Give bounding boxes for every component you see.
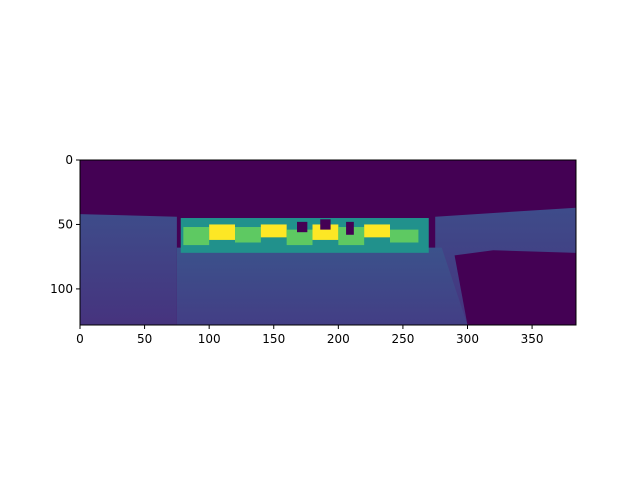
heatmap-region-far-3 bbox=[260, 224, 287, 238]
x-tick-label: 350 bbox=[521, 332, 544, 346]
heatmap-region-far-2 bbox=[235, 227, 261, 243]
heatmap-region-far-1 bbox=[209, 224, 235, 240]
x-tick-label: 150 bbox=[262, 332, 285, 346]
heatmap-region-right-dark-object bbox=[454, 250, 576, 325]
x-tick-label: 0 bbox=[76, 332, 84, 346]
y-tick-label: 50 bbox=[58, 217, 73, 231]
heatmap-image bbox=[80, 160, 576, 325]
x-tick-label: 200 bbox=[327, 332, 350, 346]
x-axis: 0 50 100 150 200 250 300 350 bbox=[76, 325, 544, 346]
x-tick-label: 250 bbox=[391, 332, 414, 346]
heatmap-region-gap-0 bbox=[297, 221, 308, 233]
x-tick-label: 300 bbox=[456, 332, 479, 346]
x-tick-label: 100 bbox=[198, 332, 221, 346]
heatmap-region-left-wall bbox=[80, 214, 177, 325]
plot-frame bbox=[79, 159, 577, 326]
y-axis: 0 50 100 bbox=[50, 153, 80, 296]
heatmap-region-ground bbox=[176, 247, 468, 325]
heatmap-region-far-0 bbox=[183, 227, 210, 246]
heatmap-region-far-6 bbox=[338, 227, 365, 246]
heatmap-region-far-8 bbox=[390, 229, 419, 243]
y-tick-label: 0 bbox=[65, 153, 73, 167]
heatmap-region-far-7 bbox=[364, 224, 390, 238]
heatmap-region-gap-2 bbox=[346, 221, 354, 235]
heatmap-region-far-4 bbox=[286, 229, 313, 246]
heatmap-region-gap-1 bbox=[320, 219, 331, 230]
y-tick-label: 100 bbox=[50, 282, 73, 296]
heatmap-region-far-5 bbox=[312, 224, 339, 240]
x-tick-label: 50 bbox=[137, 332, 152, 346]
